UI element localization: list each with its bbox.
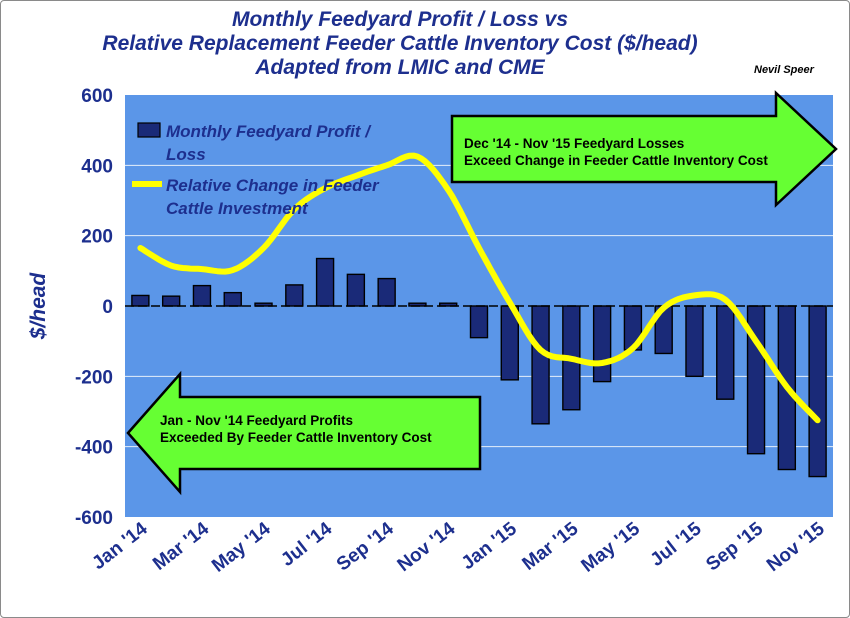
left-callout-line-2: Exceeded By Feeder Cattle Inventory Cost <box>160 430 432 445</box>
bar <box>131 294 150 307</box>
x-tick-label: Jan '15 <box>458 518 521 574</box>
x-tick-label: Sep '15 <box>702 518 767 575</box>
legend-bar-swatch <box>137 122 161 138</box>
chart-subtitle: Adapted from LMIC and CME <box>255 56 545 79</box>
bar <box>439 302 458 307</box>
bar <box>285 284 304 307</box>
line-series <box>137 152 821 424</box>
left-callout-line-1: Jan - Nov '14 Feedyard Profits <box>160 413 353 428</box>
right-callout-line-2: Exceed Change in Feeder Cattle Inventory… <box>464 153 768 168</box>
author-credit: Nevil Speer <box>754 64 814 76</box>
y-tick-label: 0 <box>102 297 113 318</box>
y-tick-label: -600 <box>75 508 113 529</box>
x-tick-label: Jul '14 <box>277 518 336 571</box>
legend-bar-label-line-2: Loss <box>166 145 206 164</box>
bar <box>377 277 396 307</box>
right-callout-line-1: Dec '14 - Nov '15 Feedyard Losses <box>464 136 684 151</box>
y-tick-label: 600 <box>81 86 113 107</box>
bar <box>315 257 335 307</box>
bar <box>531 305 550 425</box>
bar <box>192 284 212 307</box>
x-tick-label: Sep '14 <box>333 518 398 575</box>
right-arrow-callout: Dec '14 - Nov '15 Feedyard Losses Exceed… <box>450 90 838 208</box>
bar <box>808 305 827 478</box>
x-tick-label: Jul '15 <box>647 518 706 571</box>
chart-title-line-1: Monthly Feedyard Profit / Loss vs <box>231 8 569 31</box>
legend-bar-label-line-1: Monthly Feedyard Profit / <box>166 122 372 141</box>
left-arrow-shape <box>126 370 482 496</box>
bar <box>161 295 181 307</box>
bar <box>716 305 735 400</box>
x-tick-label: Nov '14 <box>394 518 460 576</box>
chart-title-line-2: Relative Replacement Feeder Cattle Inven… <box>102 32 698 55</box>
x-tick-label: Nov '15 <box>763 518 829 576</box>
legend-line-label-line-2: Cattle Investment <box>166 199 309 218</box>
y-tick-label: -400 <box>75 438 113 459</box>
bar <box>346 273 366 307</box>
x-tick-label: May '15 <box>578 518 645 577</box>
y-tick-label: -200 <box>75 367 113 388</box>
y-axis-ticks: 600 400 200 0 -200 -400 -600 <box>75 86 113 529</box>
legend-line-label-line-1: Relative Change in Feeder <box>166 176 380 195</box>
left-arrow-callout: Jan - Nov '14 Feedyard Profits Exceeded … <box>126 370 482 496</box>
x-tick-label: May '14 <box>208 518 275 577</box>
y-tick-label: 400 <box>81 156 113 177</box>
bar <box>685 305 704 378</box>
x-tick-label: Mar '14 <box>149 518 213 575</box>
y-axis-label: $/head <box>27 272 50 341</box>
bar <box>469 305 489 339</box>
y-tick-label: 200 <box>81 227 113 248</box>
legend: Monthly Feedyard Profit / Loss Relative … <box>132 122 380 218</box>
bar <box>592 305 612 383</box>
right-arrow-shape <box>450 90 838 208</box>
x-tick-label: Mar '15 <box>518 518 582 575</box>
bar <box>223 291 242 307</box>
